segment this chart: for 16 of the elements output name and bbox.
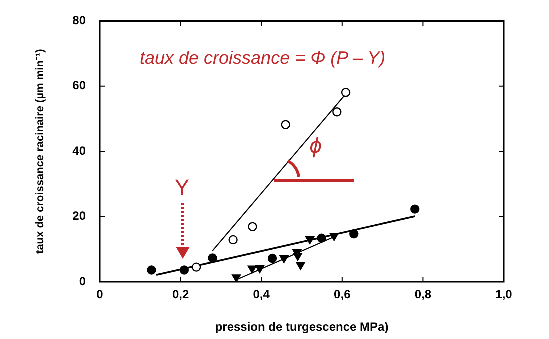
x-tick-label: 0,6 [334,288,352,302]
y-tick-label: 0 [79,274,86,288]
x-tick-label: 0 [96,288,104,302]
annotation: taux de croissance = Φ (P – Y) [140,48,386,68]
annotation: ϕ [310,132,322,158]
y-tick-label: 80 [72,14,86,28]
y-axis-title: taux de croissance racinaire (µm min⁻¹) [34,48,47,254]
x-tick-label: 1,0 [496,288,513,302]
x-tick-label: 0,4 [253,288,270,302]
x-tick-label: 0,2 [172,288,190,302]
y-tick-label: 40 [72,144,86,158]
y-tick-label: 60 [72,78,86,93]
x-axis-title: pression de turgescence MPa) [215,320,389,334]
annotation: Y [174,175,190,200]
y-tick-label: 20 [72,209,86,224]
x-tick-label: 0,8 [414,288,432,302]
